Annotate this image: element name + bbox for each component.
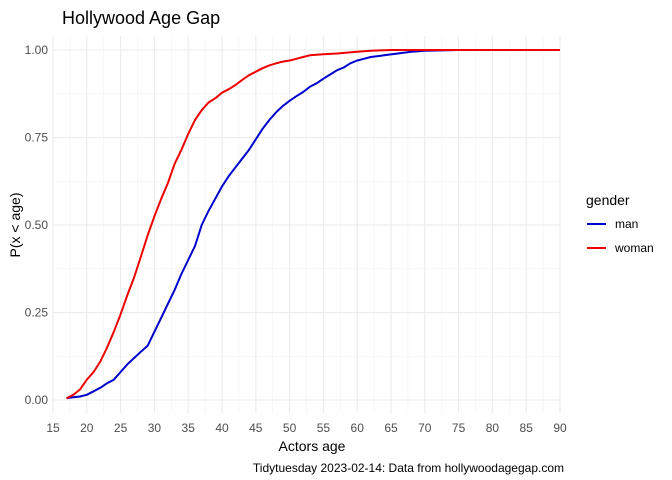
x-tick-label: 20 bbox=[80, 421, 94, 435]
caption: Tidytuesday 2023-02-14: Data from hollyw… bbox=[253, 461, 564, 475]
grid bbox=[52, 36, 561, 413]
legend-label-woman: woman bbox=[614, 241, 654, 255]
x-tick-label: 50 bbox=[283, 421, 297, 435]
x-axis-ticks: 15 20 25 30 35 40 45 50 55 60 65 70 75 80 85 90 bbox=[46, 421, 567, 435]
y-tick-label: 1.00 bbox=[25, 43, 49, 57]
x-tick-label: 70 bbox=[418, 421, 432, 435]
x-tick-label: 45 bbox=[249, 421, 263, 435]
x-tick-label: 65 bbox=[384, 421, 398, 435]
legend: gender man woman bbox=[586, 192, 654, 255]
y-tick-label: 0.00 bbox=[25, 393, 49, 407]
series-line-woman bbox=[66, 49, 560, 400]
x-tick-label: 75 bbox=[452, 421, 466, 435]
x-tick-label: 30 bbox=[148, 421, 162, 435]
legend-label-man: man bbox=[615, 217, 638, 231]
chart-title: Hollywood Age Gap bbox=[62, 8, 220, 28]
legend-title: gender bbox=[586, 192, 630, 208]
y-tick-label: 0.75 bbox=[25, 131, 49, 145]
x-tick-label: 55 bbox=[317, 421, 331, 435]
x-tick-label: 25 bbox=[114, 421, 128, 435]
x-tick-label: 80 bbox=[486, 421, 500, 435]
series-line-man bbox=[66, 49, 560, 400]
x-tick-label: 40 bbox=[215, 421, 229, 435]
x-tick-label: 90 bbox=[553, 421, 567, 435]
y-tick-label: 0.50 bbox=[25, 218, 49, 232]
y-tick-label: 0.25 bbox=[25, 306, 49, 320]
x-tick-label: 35 bbox=[182, 421, 196, 435]
x-tick-label: 60 bbox=[351, 421, 365, 435]
x-axis-title: Actors age bbox=[279, 438, 346, 454]
x-tick-label: 15 bbox=[46, 421, 60, 435]
series-lines bbox=[66, 49, 560, 400]
y-axis-title: P(x < age) bbox=[7, 193, 23, 258]
y-axis-ticks: 0.00 0.25 0.50 0.75 1.00 bbox=[25, 43, 49, 407]
x-tick-label: 85 bbox=[520, 421, 534, 435]
